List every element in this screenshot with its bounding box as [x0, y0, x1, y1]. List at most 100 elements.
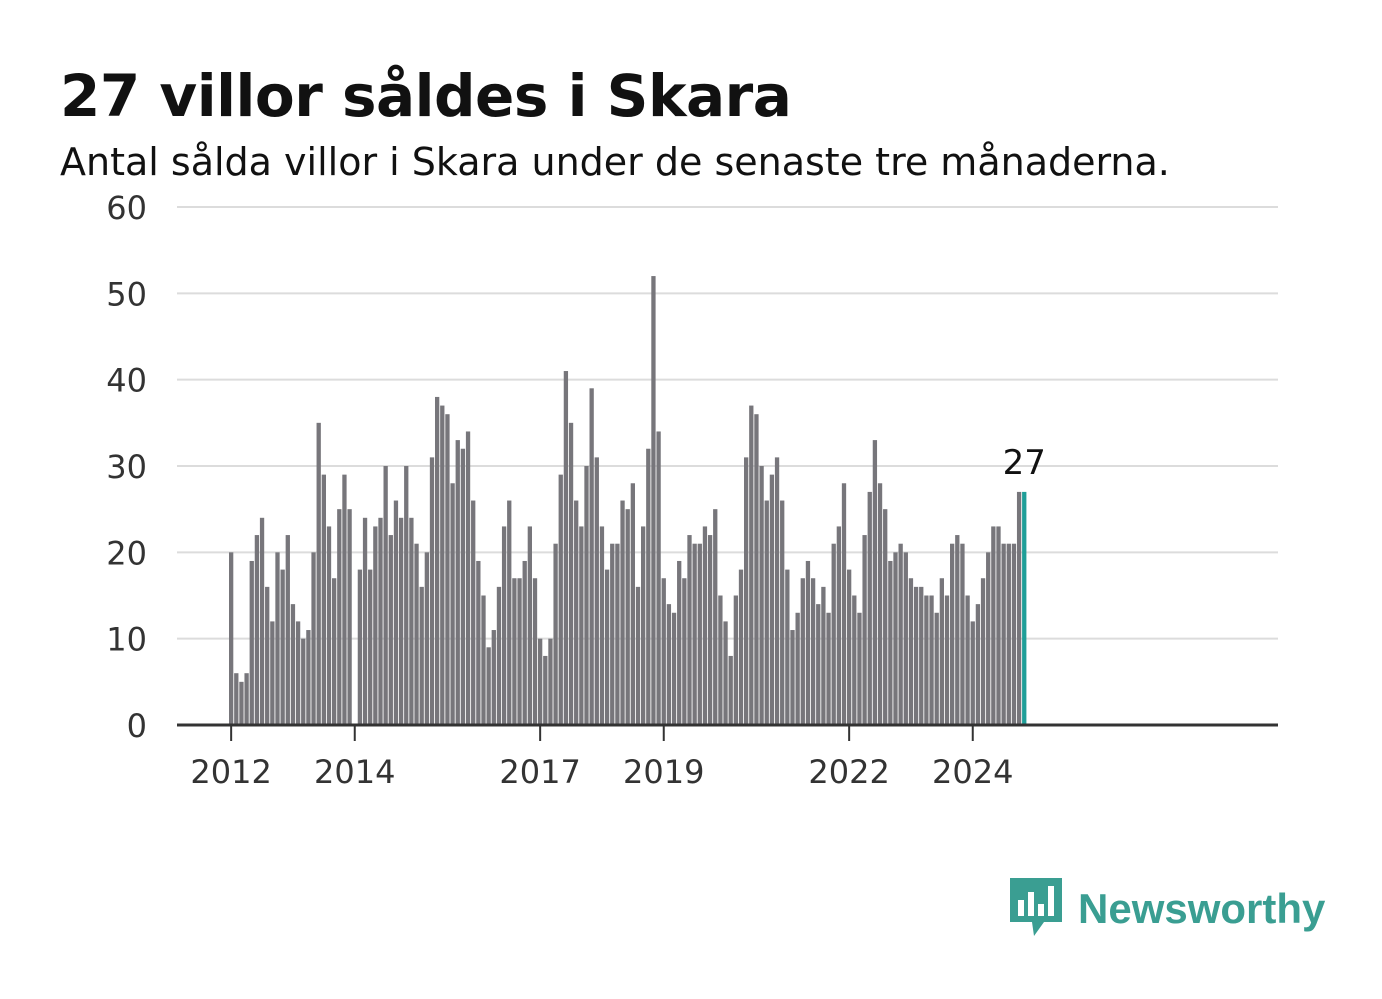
- bar: [445, 414, 450, 725]
- bar: [594, 457, 599, 725]
- bar: [270, 621, 275, 725]
- bar: [306, 630, 311, 725]
- bar: [574, 500, 579, 725]
- bar: [517, 578, 522, 725]
- bar: [718, 595, 723, 725]
- bar: [800, 578, 805, 725]
- bar: [975, 604, 981, 725]
- bar: [625, 509, 630, 725]
- bar: [682, 578, 687, 725]
- bar: [872, 440, 878, 725]
- bar: [332, 578, 337, 725]
- bar: [769, 474, 775, 725]
- bar: [857, 612, 862, 725]
- bar: [280, 569, 285, 725]
- bar: [538, 638, 543, 725]
- bar: [440, 405, 445, 725]
- bar: [661, 578, 666, 725]
- bar: [939, 578, 944, 725]
- bar: [548, 638, 553, 725]
- bar: [409, 517, 414, 725]
- bar: [867, 491, 872, 725]
- bar: [481, 595, 486, 725]
- x-tick-label: 2012: [190, 753, 271, 791]
- bar: [259, 517, 265, 725]
- bar: [244, 673, 249, 725]
- bar: [295, 621, 301, 725]
- bar: [841, 483, 847, 725]
- bar: [713, 509, 718, 725]
- x-tick-label: 2014: [314, 753, 395, 791]
- bar: [507, 500, 512, 725]
- bar: [491, 630, 496, 725]
- bar: [641, 526, 646, 725]
- bar: [316, 422, 321, 725]
- bar: [321, 474, 326, 725]
- bar: [960, 543, 965, 725]
- bar: [651, 276, 656, 725]
- bar: [414, 543, 419, 725]
- y-tick-label: 0: [127, 707, 147, 745]
- bar: [883, 509, 888, 725]
- bar: [234, 673, 239, 725]
- bar: [357, 569, 363, 725]
- bar: [1016, 491, 1022, 725]
- bar: [980, 578, 986, 725]
- y-tick-label: 60: [106, 189, 147, 227]
- bar: [702, 526, 708, 725]
- bar: [733, 595, 738, 725]
- bar: [275, 552, 280, 725]
- bar: [568, 422, 574, 725]
- bar: [810, 578, 816, 725]
- bar: [311, 552, 316, 725]
- bar: [512, 578, 517, 725]
- bar: [780, 500, 785, 725]
- bar: [898, 543, 903, 725]
- bar: [435, 396, 440, 725]
- bar: [471, 500, 476, 725]
- bar: [908, 578, 914, 725]
- bar: [290, 604, 296, 725]
- bar: [378, 517, 383, 725]
- grid-lines: [177, 206, 1278, 640]
- brand-logo: Newsworthy: [1010, 878, 1325, 940]
- bar: [1011, 543, 1017, 725]
- bar: [563, 371, 569, 725]
- bar-highlight: [1022, 491, 1027, 725]
- bar: [929, 595, 934, 725]
- y-tick-label: 30: [106, 448, 147, 486]
- bar: [816, 604, 821, 725]
- bar: [774, 457, 780, 725]
- bar: [553, 543, 558, 725]
- bar: [821, 586, 826, 725]
- bar: [476, 560, 481, 725]
- bar: [496, 586, 502, 725]
- bar: [265, 586, 270, 725]
- bar: [373, 526, 378, 725]
- bar: [764, 500, 769, 725]
- bar: [888, 560, 893, 725]
- bar: [460, 448, 466, 725]
- bar: [934, 612, 939, 725]
- bar: [362, 517, 368, 725]
- bar: [728, 655, 733, 725]
- x-tick-label: 2017: [499, 753, 580, 791]
- bar: [326, 526, 332, 725]
- bar: [254, 535, 260, 725]
- bar: [955, 535, 960, 725]
- bar: [790, 630, 795, 725]
- bar: [646, 448, 651, 725]
- bar: [589, 388, 594, 725]
- bar: [486, 647, 491, 725]
- bar: [398, 517, 404, 725]
- bar: [1001, 543, 1006, 725]
- bar: [986, 552, 991, 725]
- bar: [342, 474, 347, 725]
- bar: [465, 431, 471, 725]
- bar: [558, 474, 563, 725]
- x-tick-label: 2019: [623, 753, 704, 791]
- bar: [393, 500, 399, 725]
- bar: [687, 535, 692, 725]
- bar: [450, 483, 455, 725]
- bar: [579, 526, 584, 725]
